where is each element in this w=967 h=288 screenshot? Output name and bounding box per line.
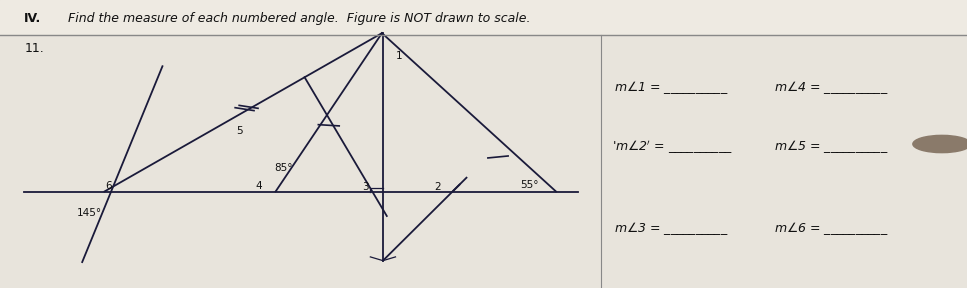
Text: IV.: IV. [24, 12, 42, 25]
Text: 11.: 11. [24, 42, 44, 56]
Text: Find the measure of each numbered angle.  Figure is NOT drawn to scale.: Find the measure of each numbered angle.… [68, 12, 530, 25]
Text: 55°: 55° [520, 180, 540, 190]
Text: m$\angle$6 = __________: m$\angle$6 = __________ [774, 221, 888, 237]
Text: m$\angle$4 = __________: m$\angle$4 = __________ [774, 79, 888, 96]
Bar [601, 35, 967, 288]
Text: 145°: 145° [76, 208, 102, 218]
Text: 4: 4 [256, 181, 262, 191]
Text: m$\angle$1 = __________: m$\angle$1 = __________ [614, 79, 728, 96]
Text: 2: 2 [434, 182, 440, 192]
Text: 3: 3 [363, 182, 368, 192]
Bar [0, 35, 601, 288]
Bar [0, 0, 967, 35]
Text: 1: 1 [396, 51, 402, 61]
Circle shape [913, 135, 967, 153]
Text: m$\angle$5 = __________: m$\angle$5 = __________ [774, 139, 888, 155]
Text: 6: 6 [105, 181, 111, 191]
Text: $\,\!$'m$\angle$2$'$ = __________: $\,\!$'m$\angle$2$'$ = __________ [612, 138, 733, 156]
Text: 5: 5 [237, 126, 243, 136]
Text: m$\angle$3 = __________: m$\angle$3 = __________ [614, 221, 728, 237]
Text: 85°: 85° [274, 163, 293, 173]
